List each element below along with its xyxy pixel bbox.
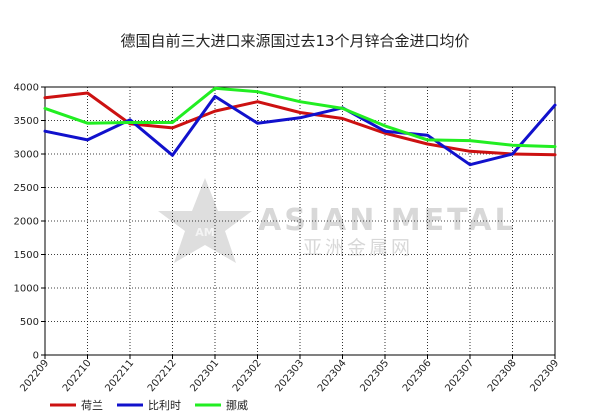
legend-label: 荷兰 — [81, 399, 103, 412]
watermark-text-en: ASIAN METAL — [258, 203, 517, 238]
x-tick-label: 202307 — [443, 358, 476, 394]
y-tick-label: 1500 — [14, 250, 39, 261]
x-tick-label: 202305 — [358, 358, 391, 394]
x-tick-label: 202211 — [103, 358, 136, 394]
y-tick-label: 500 — [20, 317, 39, 328]
x-tick-label: 202212 — [146, 358, 179, 394]
watermark-star-logo — [158, 178, 252, 263]
x-tick-label: 202302 — [231, 358, 264, 394]
y-tick-label: 1000 — [14, 284, 39, 295]
chart-title: 德国自前三大进口来源国过去13个月锌合金进口均价 — [120, 32, 469, 50]
y-tick-label: 2500 — [14, 183, 39, 194]
x-tick-label: 202306 — [401, 358, 434, 394]
y-tick-label: 4000 — [14, 83, 39, 94]
y-tick-label: 3500 — [14, 116, 39, 127]
legend-label: 挪威 — [226, 398, 248, 412]
legend: 荷兰 比利时 挪威 — [50, 398, 248, 412]
x-tick-label: 202304 — [316, 358, 349, 394]
series-lines — [43, 86, 557, 167]
x-tick-label: 202209 — [18, 358, 51, 394]
x-tick-label: 202309 — [528, 358, 561, 394]
series-line-挪威 — [43, 86, 557, 149]
y-axis: 0 500 1000 1500 2000 2500 3000 3500 4000 — [14, 83, 45, 362]
y-tick-label: 0 — [33, 351, 39, 362]
y-tick-label: 2000 — [14, 217, 39, 228]
series-line-比利时 — [43, 94, 557, 167]
watermark-text-cn: 亚洲金属网 — [303, 237, 413, 259]
watermark-logo-text: AM — [195, 226, 214, 239]
x-tick-label: 202210 — [61, 358, 94, 394]
x-tick-label: 202303 — [273, 358, 306, 394]
legend-label: 比利时 — [148, 399, 181, 412]
x-axis: 202209 202210 202211 202212 202301 202302 2023… — [18, 355, 561, 394]
y-tick-label: 3000 — [14, 150, 39, 161]
x-tick-label: 202301 — [188, 358, 221, 394]
watermark: AM ASIAN METAL 亚洲金属网 — [158, 178, 517, 263]
x-tick-label: 202308 — [486, 358, 519, 394]
